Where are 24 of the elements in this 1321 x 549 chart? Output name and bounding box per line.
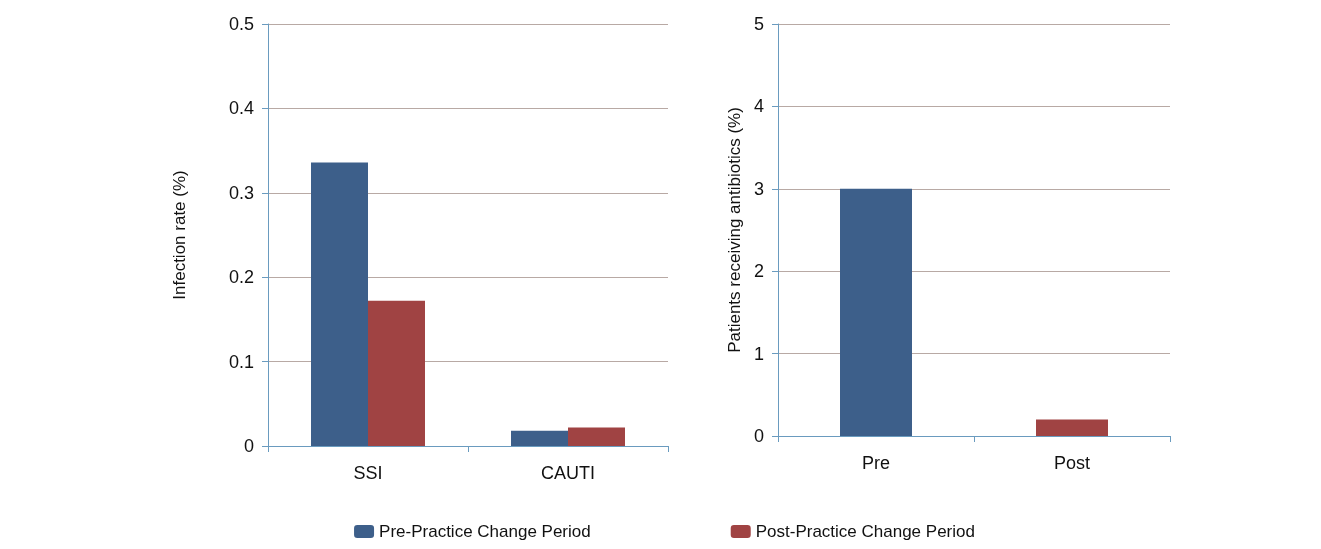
y-tick-label: 4	[753, 96, 764, 117]
x-tick-label: SSI	[353, 463, 383, 483]
y-axis-title: Infection rate (%)	[170, 170, 189, 300]
y-tick-label: 2	[753, 261, 764, 282]
y-tick-label: 0	[243, 436, 254, 456]
y-axis-title: Patients receiving antibiotics (%)	[725, 107, 744, 353]
bar	[568, 427, 625, 446]
y-tick-label: 0.4	[228, 98, 254, 119]
y-tick-label: 3	[753, 178, 764, 199]
legend-label: Pre-Practice Change Period	[379, 522, 591, 541]
y-tick-label: 0	[753, 426, 764, 446]
y-tick-label: 0.3	[228, 182, 254, 203]
x-tick-label: CAUTI	[541, 463, 595, 483]
y-tick-label: 0.1	[228, 351, 254, 372]
y-tick-label: 1	[753, 343, 764, 364]
y-tick-label: 0.5	[228, 14, 254, 34]
legend-label: Post-Practice Change Period	[755, 522, 975, 541]
bar	[511, 430, 568, 446]
bar	[368, 300, 425, 446]
x-tick-label: Post	[1053, 453, 1091, 473]
y-tick-label: 5	[753, 14, 764, 34]
y-tick-label: 0.2	[228, 267, 254, 288]
bar	[311, 162, 368, 446]
x-tick-label: Pre	[861, 453, 891, 473]
